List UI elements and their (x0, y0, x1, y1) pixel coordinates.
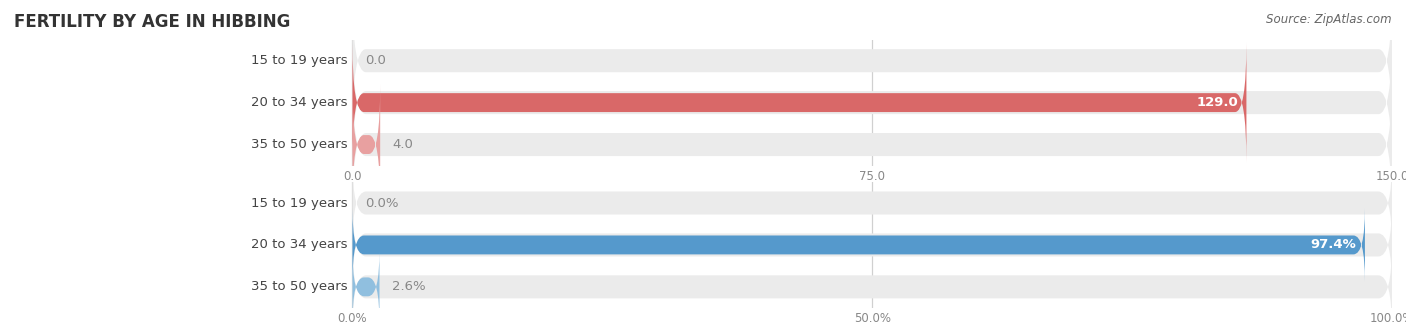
FancyBboxPatch shape (353, 32, 1392, 173)
Text: 129.0: 129.0 (1197, 96, 1239, 109)
FancyBboxPatch shape (353, 160, 1392, 246)
Text: 20 to 34 years: 20 to 34 years (250, 96, 347, 109)
FancyBboxPatch shape (353, 43, 1246, 162)
Text: FERTILITY BY AGE IN HIBBING: FERTILITY BY AGE IN HIBBING (14, 13, 291, 31)
Text: 15 to 19 years: 15 to 19 years (250, 197, 347, 210)
FancyBboxPatch shape (353, 208, 1365, 282)
FancyBboxPatch shape (353, 250, 380, 323)
Text: 35 to 50 years: 35 to 50 years (250, 280, 347, 293)
FancyBboxPatch shape (353, 74, 1392, 215)
Text: 35 to 50 years: 35 to 50 years (250, 138, 347, 151)
FancyBboxPatch shape (353, 202, 1392, 288)
Text: Source: ZipAtlas.com: Source: ZipAtlas.com (1267, 13, 1392, 26)
FancyBboxPatch shape (353, 244, 1392, 330)
Text: 20 to 34 years: 20 to 34 years (250, 238, 347, 252)
Text: 0.0: 0.0 (366, 54, 385, 67)
Text: 2.6%: 2.6% (392, 280, 426, 293)
Text: 0.0%: 0.0% (366, 197, 398, 210)
Text: 15 to 19 years: 15 to 19 years (250, 54, 347, 67)
Text: 4.0: 4.0 (392, 138, 413, 151)
FancyBboxPatch shape (353, 0, 1392, 131)
Text: 97.4%: 97.4% (1310, 238, 1357, 252)
FancyBboxPatch shape (353, 85, 380, 204)
